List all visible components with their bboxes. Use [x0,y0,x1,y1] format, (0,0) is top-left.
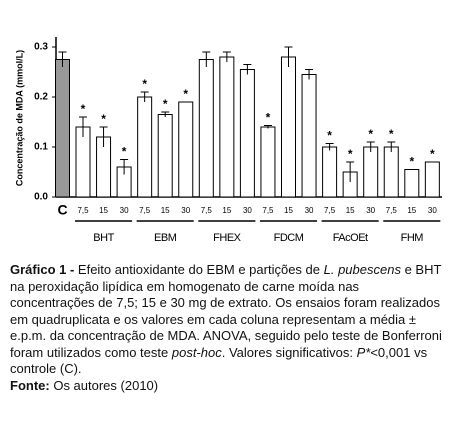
x-tick-label: 7,5 [201,206,213,215]
bar [157,114,173,198]
x-tick-label: 7,5 [262,206,274,215]
significance-star: * [430,147,435,161]
caption: Gráfico 1 - Efeito antioxidante do EBM e… [10,262,446,394]
chart: Concentração de MDA (mmol/L) 0.0 0.1 0.2 0.… [14,37,442,244]
bar [404,169,420,198]
x-tick-label: 30 [305,206,314,215]
y-tick-label: 0.1 [34,142,48,153]
significance-star: * [101,112,106,126]
bar [219,56,235,198]
x-tick-label: 7,5 [77,206,89,215]
y-axis-label: Concentração de MDA (mmol/L) [14,50,24,186]
caption-segment: e BHT na peroxidação lipídica em homogen… [10,262,442,360]
bar [260,126,276,198]
y-tick-label: 0.2 [34,92,48,103]
group-label: FAcOEt [333,232,368,244]
significance-star: * [163,97,168,111]
x-tick-label: 15 [161,206,170,215]
significance-star: * [327,129,332,143]
caption-label: Gráfico 1 - [10,262,75,277]
x-tick-label: 15 [284,206,293,215]
caption-segment: Efeito antioxidante do EBM e partições d… [74,262,324,277]
significance-star: * [368,127,373,141]
group-label: EBM [154,232,177,244]
caption-segment: post-hoc [171,344,222,360]
x-tick-label: 30 [243,206,252,215]
caption-segment: . Valores significativos: [221,344,357,360]
significance-star: * [266,111,271,125]
x-tick-label: 15 [346,206,355,215]
bar [198,59,214,198]
bar [363,146,379,198]
significance-star: * [122,145,127,159]
x-tick-label: 15 [407,206,416,215]
bar [424,161,440,198]
caption-segment: L. pubescens [323,262,401,277]
group-label: BHT [93,232,114,244]
y-tick-label: 0.3 [34,42,48,53]
bar [383,146,399,198]
significance-star: * [142,77,147,91]
group-label: FDCM [274,232,304,244]
x-tick-label: 30 [428,206,437,215]
caption-segment: P* [356,344,371,360]
x-tick-label: 30 [181,206,190,215]
bar [75,126,91,198]
x-tick-label: 15 [222,206,231,215]
x-tick-label: 7,5 [386,206,398,215]
group-label: FHM [401,232,424,244]
x-tick-label: 7,5 [139,206,151,215]
bar [239,69,255,198]
bar [281,56,296,198]
bar [137,96,153,198]
group-label: FHEX [213,232,242,244]
x-tick-label: 15 [99,206,108,215]
caption-segment: <0,001 vs controle (C). [10,344,428,377]
bar [322,146,338,198]
source: Os autores (2010) [49,377,159,393]
significance-star: * [183,87,188,101]
caption-text: Gráfico 1 - Efeito antioxidante do EBM e… [10,262,442,376]
bar [178,101,194,198]
x-tick-label: 30 [120,206,129,215]
bar [301,74,317,198]
significance-star: * [389,127,394,141]
significance-star: * [348,147,353,161]
x-tick-label: 30 [366,206,375,215]
source-label: Fonte: [10,377,50,393]
significance-star: * [81,102,86,116]
significance-star: * [409,155,414,169]
x-tick-label: 7,5 [324,206,336,215]
y-tick-label: 0.0 [34,192,48,203]
x-tick-label: C [57,202,67,218]
bar [55,59,70,198]
